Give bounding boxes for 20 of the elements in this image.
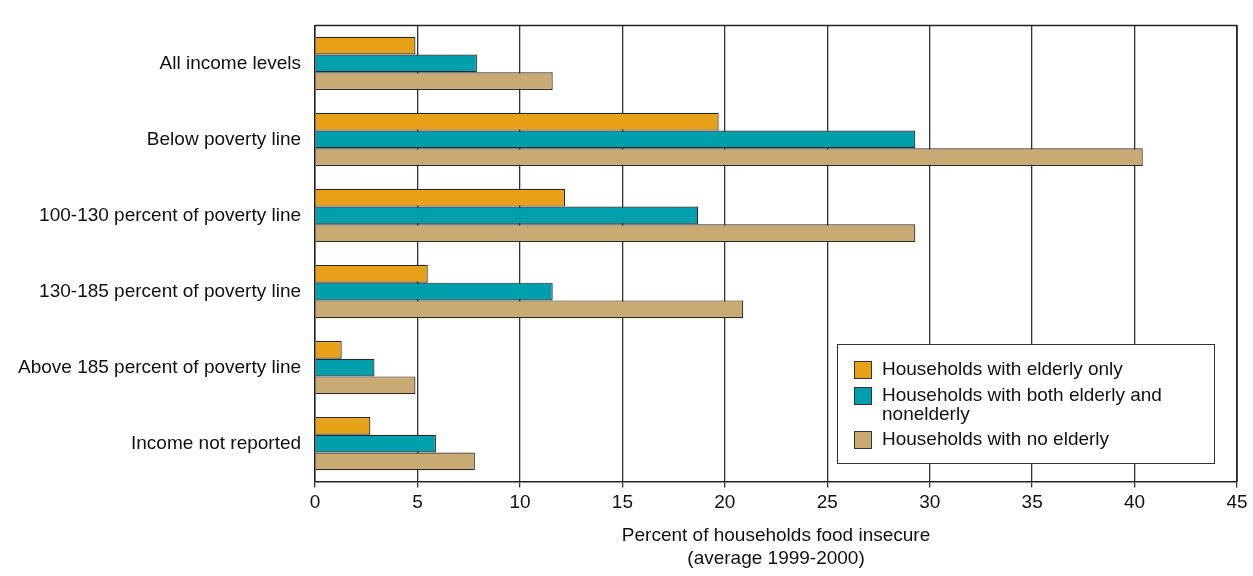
- y-tick-label: Above 185 percent of poverty line: [17, 355, 302, 377]
- legend-label: Households with both elderly and nonelderly: [882, 383, 1163, 424]
- y-tick-label: 130-185 percent of poverty line: [39, 279, 302, 301]
- x-tick-label: 10: [509, 491, 531, 513]
- legend-label: Households with no elderly: [882, 427, 1111, 449]
- x-axis-title: Percent of households food insecure (average 1999-2000): [621, 524, 931, 568]
- x-tick-label: 0: [309, 491, 321, 513]
- x-tick-label: 45: [1226, 491, 1248, 513]
- y-tick-label: All income levels: [159, 51, 302, 73]
- x-tick-label: 30: [919, 491, 941, 513]
- x-tick-label: 35: [1021, 491, 1043, 513]
- x-tick-label: 15: [611, 491, 633, 513]
- x-tick-label: 20: [714, 491, 736, 513]
- y-tick-label: 100-130 percent of poverty line: [39, 203, 302, 225]
- y-tick-label: Income not reported: [131, 431, 302, 453]
- x-tick-label: 25: [816, 491, 838, 513]
- x-tick-label: 5: [412, 491, 423, 513]
- y-tick-label: Below poverty line: [146, 127, 302, 149]
- legend-label: Households with elderly only: [882, 357, 1124, 379]
- x-tick-label: 40: [1123, 491, 1146, 513]
